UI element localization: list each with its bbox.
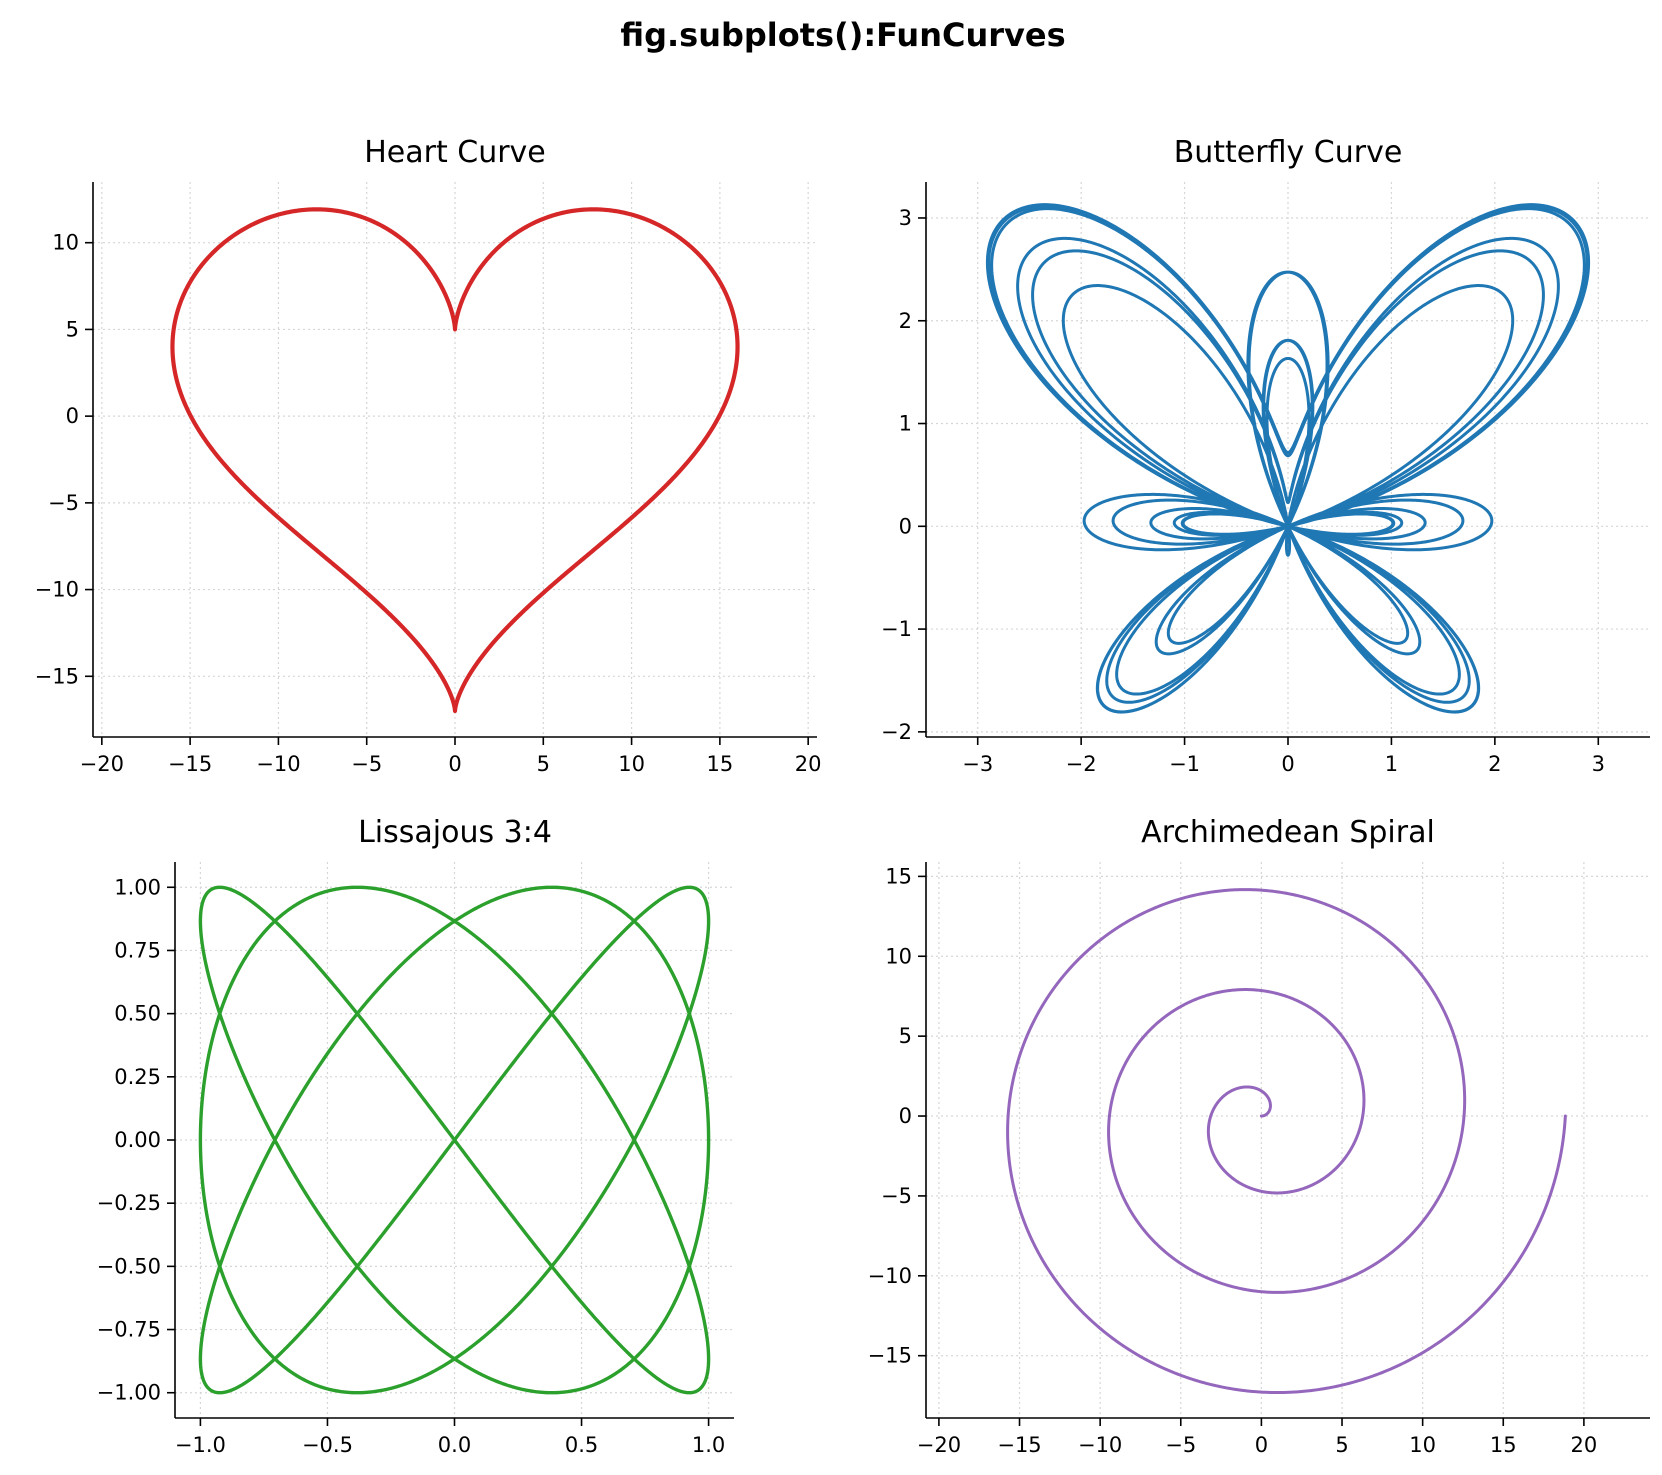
grid xyxy=(926,862,1650,1418)
series-line xyxy=(985,203,1591,714)
series-line xyxy=(1006,888,1567,1395)
y-tick-label: −2 xyxy=(881,720,912,744)
y-tick-label: −15 xyxy=(868,1344,912,1368)
grid xyxy=(175,862,734,1418)
y-tick-label: −5 xyxy=(48,491,79,515)
plot-area xyxy=(170,207,740,714)
y-tick-label: 5 xyxy=(66,317,79,341)
x-tick-label: 0 xyxy=(448,752,461,776)
x-tick-label: 0 xyxy=(1255,1433,1268,1457)
subplot-title: Butterfly Curve xyxy=(1174,135,1403,170)
x-tick-label: −5 xyxy=(351,752,382,776)
y-tick-label: 0.50 xyxy=(114,1002,161,1026)
x-tick-label: 15 xyxy=(1490,1433,1517,1457)
subplot-archimedean-spiral: Archimedean Spiral −20 −15 −10 −5 0 5 10 15 20 −1… xyxy=(868,815,1650,1457)
series-line xyxy=(198,885,711,1395)
x-tick-label: 1.0 xyxy=(692,1433,725,1457)
x-tick-label: 1 xyxy=(1385,752,1398,776)
x-tick-label: −5 xyxy=(1165,1433,1196,1457)
y-tick-label: 1 xyxy=(899,412,912,436)
x-tick-label: −3 xyxy=(962,752,993,776)
y-tick-label: 0.00 xyxy=(114,1128,161,1152)
y-tick-label: 0 xyxy=(899,514,912,538)
subplot-lissajous: Lissajous 3:4 −1.0 −0.5 0.0 0.5 1.0 −1.00 −0.7… xyxy=(97,815,734,1457)
x-tick-label: 10 xyxy=(618,752,645,776)
y-tick-label: −10 xyxy=(35,578,79,602)
x-tick-label: −1.0 xyxy=(175,1433,226,1457)
x-tick-label: −15 xyxy=(168,752,212,776)
y-tick-label: −15 xyxy=(35,664,79,688)
x-tick-label: −1 xyxy=(1169,752,1200,776)
y-tick-label: −0.50 xyxy=(97,1254,161,1278)
axes: −20 −15 −10 −5 0 5 10 15 20 −15 −10 −5 0 5 10 xyxy=(35,182,822,776)
plot-area xyxy=(1006,888,1567,1395)
figure-suptitle: fig.subplots():FunCurves xyxy=(620,16,1065,54)
y-tick-label: −10 xyxy=(868,1264,912,1288)
x-tick-label: 5 xyxy=(1335,1433,1348,1457)
plot-area xyxy=(198,885,711,1395)
axes: −20 −15 −10 −5 0 5 10 15 20 −15 −10 −5 0 5 10 15 xyxy=(868,862,1650,1457)
y-tick-label: 1.00 xyxy=(114,875,161,899)
y-tick-label: 10 xyxy=(52,231,79,255)
x-tick-label: −20 xyxy=(80,752,124,776)
y-tick-label: 10 xyxy=(885,944,912,968)
series-line xyxy=(170,207,740,714)
y-tick-label: 5 xyxy=(899,1024,912,1048)
grid xyxy=(926,182,1650,737)
x-tick-label: 0.5 xyxy=(565,1433,598,1457)
y-tick-label: 15 xyxy=(885,864,912,888)
x-tick-label: −20 xyxy=(917,1433,961,1457)
x-tick-label: 0 xyxy=(1281,752,1294,776)
x-tick-label: −2 xyxy=(1066,752,1097,776)
axes: −1.0 −0.5 0.0 0.5 1.0 −1.00 −0.75 −0.50 −0.25 0.0… xyxy=(97,862,734,1457)
y-tick-label: −5 xyxy=(881,1184,912,1208)
x-tick-label: 10 xyxy=(1409,1433,1436,1457)
x-tick-label: 20 xyxy=(795,752,822,776)
plot-area xyxy=(985,203,1591,714)
y-tick-label: 0 xyxy=(66,404,79,428)
subplot-title: Archimedean Spiral xyxy=(1141,815,1435,850)
y-tick-label: 0.75 xyxy=(114,938,161,962)
subplot-heart-curve: Heart Curve −20 −15 −10 −5 0 5 10 15 20 −15 −10 −5 0… xyxy=(35,135,822,776)
x-tick-label: 0.0 xyxy=(438,1433,471,1457)
x-tick-label: −15 xyxy=(997,1433,1041,1457)
x-tick-label: −0.5 xyxy=(302,1433,353,1457)
y-tick-label: −0.25 xyxy=(97,1191,161,1215)
y-tick-label: 2 xyxy=(899,309,912,333)
y-tick-label: −1.00 xyxy=(97,1381,161,1405)
axes: −3 −2 −1 0 1 2 3 −2 −1 0 1 2 3 xyxy=(881,182,1650,776)
subplot-title: Heart Curve xyxy=(364,135,546,170)
y-tick-label: 3 xyxy=(899,206,912,230)
x-tick-label: −10 xyxy=(256,752,300,776)
x-tick-label: 3 xyxy=(1592,752,1605,776)
y-tick-label: −0.75 xyxy=(97,1318,161,1342)
y-tick-label: 0.25 xyxy=(114,1065,161,1089)
y-tick-label: 0 xyxy=(899,1104,912,1128)
y-tick-label: −1 xyxy=(881,617,912,641)
x-tick-label: −10 xyxy=(1078,1433,1122,1457)
x-tick-label: 2 xyxy=(1488,752,1501,776)
subplot-butterfly-curve: Butterfly Curve −3 −2 −1 0 1 2 3 −2 −1 0 1 2 3 xyxy=(881,135,1650,776)
x-tick-label: 5 xyxy=(537,752,550,776)
subplot-title: Lissajous 3:4 xyxy=(358,815,552,850)
x-tick-label: 20 xyxy=(1571,1433,1598,1457)
x-tick-label: 15 xyxy=(707,752,734,776)
